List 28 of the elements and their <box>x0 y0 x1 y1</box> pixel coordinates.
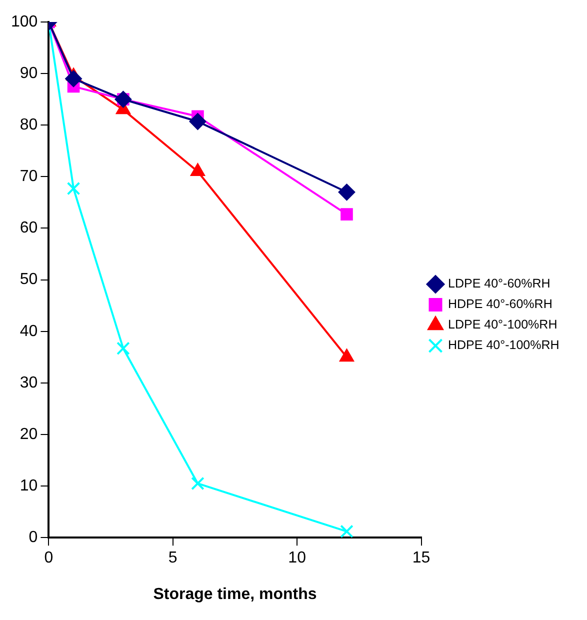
x-axis-title: Storage time, months <box>153 586 317 603</box>
y-tick-label: 60 <box>20 220 38 237</box>
legend-label: HDPE 40°-100%RH <box>448 338 560 352</box>
y-tick-label: 50 <box>20 271 38 288</box>
legend-label: HDPE 40°-60%RH <box>448 297 552 312</box>
y-tick-label: 20 <box>20 426 38 443</box>
point <box>338 184 356 201</box>
point <box>189 113 206 130</box>
x-tick-label: 10 <box>288 550 306 567</box>
point <box>66 182 80 196</box>
point <box>191 476 204 490</box>
legend-label: LDPE 40°-60%RH <box>448 276 550 291</box>
point <box>340 524 354 538</box>
point <box>340 208 353 220</box>
y-tick-label: 30 <box>20 374 38 392</box>
point <box>65 70 82 88</box>
y-tick-label: 0 <box>28 529 38 546</box>
point <box>116 342 130 356</box>
y-tick-label: 40 <box>20 322 38 340</box>
y-tick-label: 90 <box>20 64 38 82</box>
x-tick-label: 15 <box>412 550 430 567</box>
y-tick-label: 100 <box>10 13 38 30</box>
y-tick-label: 80 <box>20 116 38 134</box>
y-tick-label: 70 <box>20 168 38 186</box>
y-tick-label: 10 <box>20 477 38 494</box>
legend-label: LDPE 40°-100%RH <box>448 318 558 332</box>
x-tick-label: 5 <box>168 550 178 567</box>
x-tick-label: 0 <box>44 550 54 567</box>
